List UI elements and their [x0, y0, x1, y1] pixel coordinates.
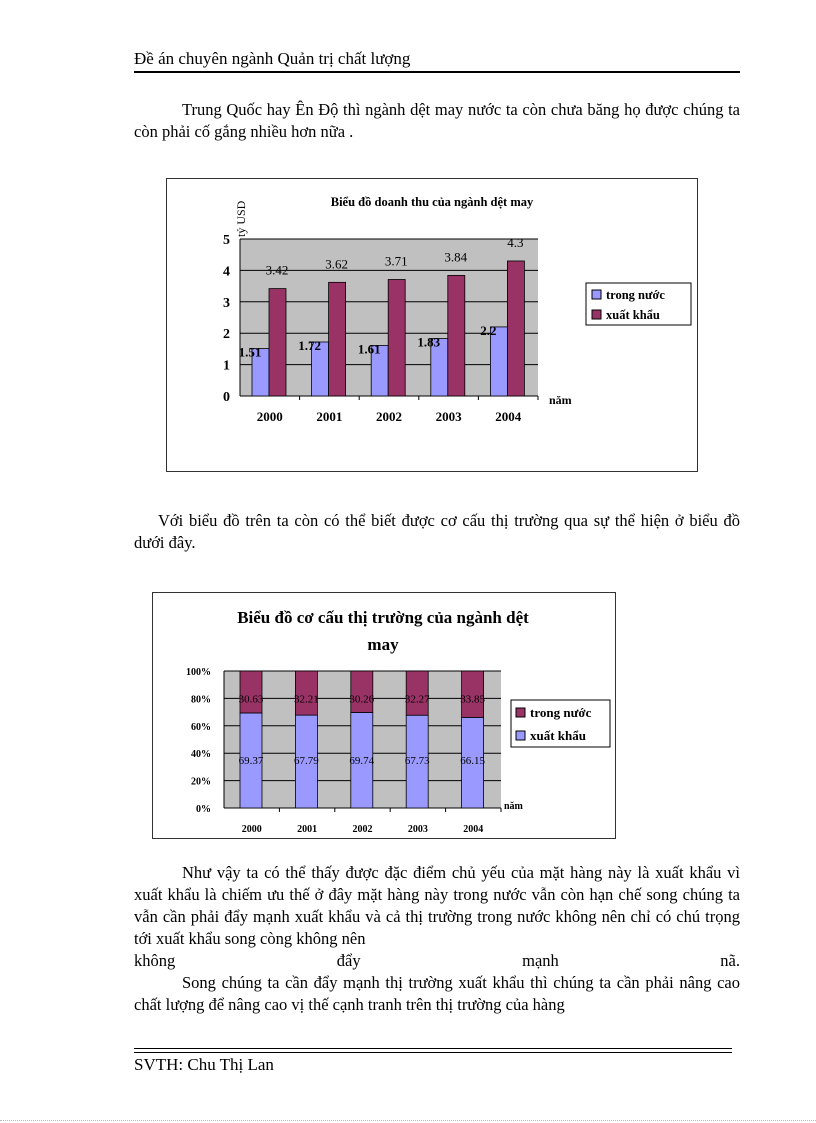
y-tick-label: 4: [223, 264, 230, 279]
legend-label: xuất khẩu: [606, 308, 660, 322]
bar-domestic-share: [294, 670, 318, 716]
data-label: 1.72: [298, 338, 321, 353]
data-label: 32.27: [405, 693, 430, 705]
data-label: 32.21: [294, 693, 319, 705]
word: không: [134, 951, 176, 970]
word: nã.: [720, 951, 740, 970]
y-tick-label: 0: [223, 390, 230, 405]
x-tick-label: 2003: [408, 824, 428, 835]
market-structure-chart-svg: 0% 20% 40% 60% 80% 100% 69.37 30.63 2000 67.79 32.…: [186, 608, 611, 835]
legend-swatch: [591, 289, 602, 300]
word: mạnh: [522, 951, 559, 970]
paragraph-4: Song chúng ta cần đẩy mạnh thị trường xu…: [134, 973, 740, 1014]
data-label: 69.74: [349, 755, 374, 767]
x-axis-label: năm: [504, 801, 524, 812]
footer-author: SVTH: Chu Thị Lan: [134, 1055, 274, 1074]
chart-title: Biểu đồ cơ cấu thị trường của ngành dệt: [237, 608, 529, 627]
y-tick-label: 1: [223, 359, 230, 374]
y-tick-label: 2: [223, 327, 230, 342]
data-label: 67.79: [294, 755, 319, 767]
legend-label: trong nước: [530, 705, 592, 720]
data-label: 2.2: [480, 323, 496, 338]
legend-swatch: [515, 730, 526, 741]
data-label: 30.63: [239, 693, 264, 705]
x-tick-label: 2001: [316, 409, 342, 424]
data-label: 3.71: [385, 254, 408, 269]
x-tick-label: 2002: [353, 824, 373, 835]
bar-export: [268, 288, 287, 397]
y-tick-label: 0%: [196, 804, 211, 815]
legend-box: [510, 699, 611, 748]
bar-domestic-share: [350, 670, 374, 713]
x-axis-label: năm: [549, 393, 572, 407]
bar-export: [506, 260, 525, 397]
paragraph-2: Với biểu đồ trên ta còn có thể biết được…: [134, 511, 740, 552]
bar-export: [328, 281, 347, 397]
y-tick-label: 40%: [191, 749, 211, 760]
bar-domestic-share: [239, 670, 263, 714]
bar-export: [447, 275, 466, 397]
x-tick-label: 2000: [242, 824, 262, 835]
data-label: 33.85: [460, 693, 485, 705]
x-tick-label: 2000: [257, 409, 283, 424]
data-label: 66.15: [460, 755, 485, 767]
footer-divider: [134, 1048, 732, 1053]
word: đẩy: [336, 951, 361, 970]
data-label: 4.3: [507, 235, 523, 250]
x-tick-label: 2002: [376, 409, 402, 424]
y-tick-label: 60%: [191, 722, 211, 733]
data-label: 1.61: [358, 341, 381, 356]
y-tick-label: 80%: [191, 694, 211, 705]
data-label: 3.42: [266, 263, 289, 278]
bar-export: [387, 279, 406, 397]
x-tick-label: 2004: [495, 409, 522, 424]
market-structure-chart: 0% 20% 40% 60% 80% 100% 69.37 30.63 2000 67.79 32.…: [152, 592, 616, 839]
bar-domestic-share: [461, 670, 485, 718]
data-label: 3.84: [444, 249, 467, 264]
legend-swatch: [591, 309, 602, 320]
data-label: 3.62: [325, 256, 348, 271]
data-label: 67.73: [405, 755, 430, 767]
bar-domestic-share: [405, 670, 429, 716]
data-label: 1.83: [417, 335, 440, 350]
legend-box: [585, 282, 692, 326]
y-tick-label: 20%: [191, 777, 211, 788]
paragraph-3: Như vậy ta có thể thấy được đặc điểm chủ…: [134, 863, 740, 948]
data-label: 1.51: [239, 345, 262, 360]
page-header: Đề án chuyên ngành Quản trị chất lượng: [134, 49, 740, 73]
data-label: 30.26: [349, 693, 374, 705]
y-tick-label: 5: [223, 233, 230, 248]
x-tick-label: 2001: [297, 824, 317, 835]
chart-title-line2: may: [367, 635, 399, 654]
x-tick-label: 2004: [463, 824, 483, 835]
page-edge: [0, 1120, 816, 1121]
legend-label: xuất khẩu: [530, 728, 586, 743]
data-label: 69.37: [239, 755, 264, 767]
paragraph-3-last-line: không đẩy mạnh nã.: [134, 950, 740, 972]
y-tick-label: 3: [223, 296, 230, 311]
revenue-chart-svg: 0 1 2 3 4 5 1.51 3.42 2000 1.72 3.62 2001 1.61 3.71 20…: [223, 195, 692, 424]
y-tick-label: 100%: [186, 667, 211, 678]
chart-title: Biểu đồ doanh thu của ngành dệt may: [331, 195, 534, 209]
x-tick-label: 2003: [436, 409, 463, 424]
y-axis-label: tỷ USD: [234, 200, 248, 237]
legend-swatch: [515, 707, 526, 718]
revenue-chart: 0 1 2 3 4 5 1.51 3.42 2000 1.72 3.62 2001 1.61 3.71 20…: [166, 178, 698, 472]
paragraph-1: Trung Quốc hay Ên Độ thì ngành dệt may n…: [134, 100, 740, 141]
legend-label: trong nước: [606, 288, 665, 302]
